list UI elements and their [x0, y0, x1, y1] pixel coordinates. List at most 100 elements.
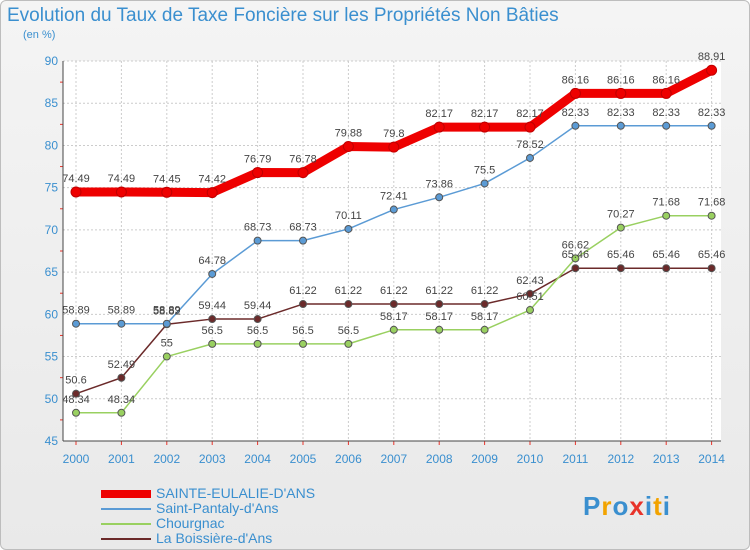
data-label: 62.43 [516, 275, 544, 287]
data-label: 71.68 [698, 197, 726, 209]
data-point [206, 187, 218, 199]
x-tick-label: 2012 [607, 452, 634, 466]
data-label: 82.33 [607, 107, 635, 119]
data-point [435, 193, 444, 202]
data-point [388, 141, 400, 153]
x-tick-label: 2007 [380, 452, 407, 466]
x-tick-label: 2004 [244, 452, 271, 466]
plot-area [63, 61, 721, 441]
data-point [297, 167, 309, 179]
data-point [706, 64, 718, 76]
x-tick-label: 2000 [63, 452, 90, 466]
data-label: 86.16 [607, 74, 635, 86]
data-point [435, 300, 444, 309]
logo-letter: r [601, 491, 613, 521]
data-label: 61.22 [380, 285, 408, 297]
data-label: 64.78 [198, 255, 226, 267]
legend-swatch [101, 523, 151, 525]
data-label: 78.52 [516, 139, 544, 151]
data-label: 56.5 [338, 325, 359, 337]
legend-label: Chourgnac [156, 515, 225, 531]
data-label: 79.8 [383, 128, 404, 140]
data-point [569, 87, 581, 99]
logo-letter: P [583, 491, 602, 521]
data-point [662, 121, 671, 130]
data-label: 72.41 [380, 191, 408, 203]
data-label: 68.73 [289, 222, 317, 234]
data-point [662, 264, 671, 273]
x-tick-label: 2003 [199, 452, 226, 466]
data-label: 52.49 [108, 359, 136, 371]
data-label: 60.51 [516, 291, 544, 303]
y-tick-label: 90 [45, 54, 59, 68]
data-point [616, 121, 625, 130]
legend-item: Saint-Pantaly-d'Ans [101, 501, 361, 516]
data-label: 65.46 [652, 249, 680, 261]
data-point [479, 121, 491, 133]
legend-item: Chourgnac [101, 516, 361, 531]
data-point [707, 211, 716, 220]
data-point [208, 339, 217, 348]
logo-letter: t [653, 491, 663, 521]
data-label: 70.11 [335, 210, 362, 222]
data-label: 66.62 [562, 239, 590, 251]
x-tick-label: 2009 [471, 452, 498, 466]
x-tick-label: 2001 [108, 452, 135, 466]
data-label: 61.22 [335, 285, 363, 297]
data-point [342, 140, 354, 152]
data-point [707, 264, 716, 273]
data-point [117, 319, 126, 328]
data-point [433, 121, 445, 133]
data-point [299, 236, 307, 245]
data-point [571, 254, 580, 263]
legend-label: La Boissière-d'Ans [156, 530, 273, 546]
data-point [162, 352, 171, 361]
legend-item: La Boissière-d'Ans [101, 531, 361, 546]
data-label: 79.88 [335, 127, 363, 139]
x-tick-label: 2006 [335, 452, 362, 466]
data-label: 48.34 [62, 394, 90, 406]
logo-letter: o [612, 491, 630, 521]
data-point [662, 211, 671, 220]
data-point [117, 408, 126, 417]
legend: SAINTE-EULALIE-D'ANS Saint-Pantaly-d'Ans C… [101, 486, 361, 546]
proxiti-logo: Proxiti [583, 491, 671, 522]
data-label: 65.46 [607, 249, 635, 261]
data-label: 75.5 [474, 164, 495, 176]
data-label: 82.33 [562, 107, 590, 119]
data-label: 86.16 [562, 74, 590, 86]
data-point [72, 319, 80, 328]
data-label: 50.6 [65, 375, 86, 387]
data-point [524, 121, 536, 133]
data-label: 74.45 [153, 173, 181, 185]
legend-swatch [101, 538, 151, 540]
x-tick-label: 2014 [698, 452, 725, 466]
logo-letter: x [629, 491, 645, 521]
data-point [435, 325, 444, 334]
data-point [115, 186, 127, 198]
data-point [161, 186, 173, 198]
data-label: 56.5 [247, 325, 268, 337]
data-label: 59.44 [244, 300, 272, 312]
data-point [70, 186, 82, 198]
data-label: 82.33 [652, 107, 680, 119]
data-label: 48.34 [108, 394, 136, 406]
data-label: 74.42 [198, 174, 226, 186]
data-point [344, 224, 353, 233]
data-label: 58.17 [471, 311, 499, 323]
x-tick-label: 2002 [153, 452, 180, 466]
data-point [616, 264, 625, 273]
data-point [389, 300, 398, 309]
y-tick-label: 80 [45, 138, 59, 152]
data-point [299, 300, 307, 309]
data-label: 76.78 [289, 154, 317, 166]
legend-label: Saint-Pantaly-d'Ans [156, 500, 279, 516]
data-label: 56.5 [292, 325, 313, 337]
data-label: 74.49 [62, 173, 90, 185]
data-label: 82.33 [698, 107, 726, 119]
data-point [344, 339, 353, 348]
data-point [480, 179, 489, 188]
data-label: 65.46 [698, 249, 726, 261]
